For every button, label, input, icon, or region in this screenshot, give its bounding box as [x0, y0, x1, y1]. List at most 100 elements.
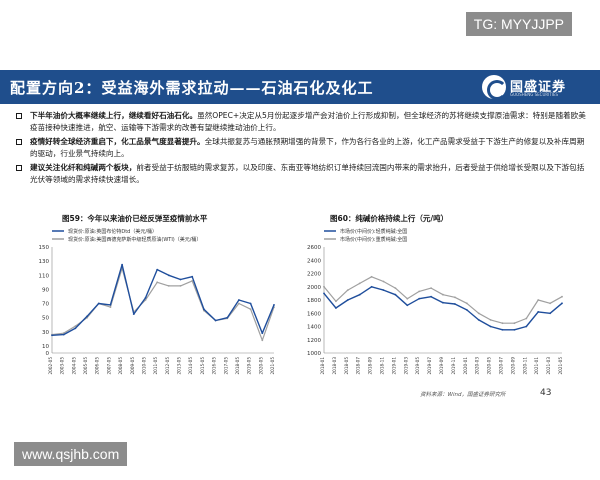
data-point [406, 304, 409, 307]
data-point [261, 339, 264, 342]
x-tick-label: 2012-05 [165, 357, 170, 375]
x-tick-label: 2019-11 [451, 357, 456, 375]
data-point [51, 334, 53, 337]
y-tick-label: 1000 [307, 351, 321, 357]
logo-icon [482, 75, 507, 100]
x-tick-label: 2009-05 [130, 357, 135, 375]
series-line [51, 264, 275, 336]
data-point [323, 285, 325, 288]
y-tick-label: 70 [42, 302, 49, 308]
x-tick-label: 2005-05 [83, 357, 88, 375]
x-tick-label: 2019-05 [415, 357, 420, 375]
y-tick-label: 2600 [307, 245, 321, 251]
data-point [394, 287, 397, 289]
y-tick-label: 1800 [307, 298, 321, 304]
bullet-heading: 建议关注化纤和纯碱两个板块， [30, 163, 137, 172]
data-point [513, 328, 516, 331]
x-tick-label: 2019-09 [439, 357, 444, 375]
data-point [74, 325, 77, 327]
data-point [167, 285, 170, 287]
y-tick-label: 50 [42, 316, 49, 322]
x-tick-label: 2019-03 [403, 357, 408, 375]
data-point [370, 285, 373, 288]
x-tick-label: 2006-05 [95, 357, 100, 375]
y-tick-label: 0 [46, 351, 50, 357]
x-tick-label: 2013-05 [177, 357, 182, 375]
watermark-url: www.qsjhb.com [14, 442, 128, 466]
y-tick-label: 10 [42, 344, 49, 350]
bullet-item: 下半年油价大概率继续上行，继续看好石油石化。虽然OPEC+决定从5月份起逐步增产… [16, 110, 586, 134]
x-tick-label: 2007-05 [106, 357, 111, 375]
data-point [249, 308, 252, 311]
bullet-item: 建议关注化纤和纯碱两个板块，前者受益于纺服链的需求复苏，以及印度、东南亚等地纺织… [16, 162, 586, 186]
data-point [346, 299, 349, 301]
x-tick-label: 2018-03 [332, 357, 337, 375]
data-point [513, 322, 516, 325]
data-point [454, 296, 456, 299]
x-tick-label: 2018-07 [356, 357, 361, 375]
x-tick-label: 2021-05 [558, 357, 563, 375]
y-tick-label: 130 [39, 259, 50, 265]
legend-label: 市场价(中间价):轻质纯碱:全国 [340, 228, 407, 235]
page-title: 配置方向2：受益海外需求拉动——石油石化及化工 [10, 79, 374, 97]
x-tick-label: 2018-05 [235, 357, 240, 375]
data-point [335, 307, 337, 309]
data-point [465, 302, 468, 305]
x-tick-label: 2002-05 [48, 357, 53, 375]
x-tick-label: 2021-01 [534, 357, 539, 375]
x-tick-label: 2015-05 [200, 357, 205, 375]
data-point [156, 268, 159, 271]
x-tick-label: 2011-05 [153, 357, 158, 375]
x-tick-label: 2014-05 [188, 357, 193, 375]
y-tick-label: 1400 [307, 325, 321, 331]
x-tick-label: 2018-11 [380, 357, 385, 375]
x-tick-label: 2020-05 [258, 357, 263, 375]
data-point [537, 311, 540, 313]
x-tick-label: 2003-05 [60, 357, 65, 375]
data-point [132, 313, 135, 315]
x-tick-label: 2020-01 [463, 357, 468, 375]
chart-left-title: 图59：今年以来油价已经反弹至疫情前水平 [62, 214, 208, 223]
data-point [501, 322, 504, 325]
data-point [97, 302, 100, 305]
bullet-list: 下半年油价大概率继续上行，继续看好石油石化。虽然OPEC+决定从5月份起逐步增产… [16, 110, 586, 188]
data-point [261, 332, 264, 335]
x-tick-label: 2021-05 [270, 357, 275, 375]
data-point [273, 304, 275, 306]
data-point [430, 287, 432, 289]
x-tick-label: 2019-05 [247, 357, 252, 375]
data-point [370, 275, 373, 278]
data-point [121, 263, 123, 266]
data-point [109, 304, 112, 306]
x-tick-label: 2020-11 [522, 357, 527, 375]
x-tick-label: 2004-05 [71, 357, 76, 375]
x-tick-label: 2018-05 [344, 357, 349, 375]
data-point [537, 299, 540, 301]
data-point [465, 309, 468, 311]
y-tick-label: 30 [42, 330, 49, 336]
data-point [501, 328, 504, 331]
data-point [179, 278, 182, 281]
data-point [74, 327, 77, 330]
data-point [226, 316, 229, 319]
data-point [418, 297, 421, 300]
data-point [109, 306, 112, 308]
data-point [214, 319, 217, 322]
data-point [561, 302, 563, 305]
data-point [477, 312, 480, 315]
x-tick-label: 2021-03 [546, 357, 551, 375]
section-banner: 配置方向2：受益海外需求拉动——石油石化及化工 国盛证券 GUOSHENG SE… [0, 70, 600, 104]
data-point [394, 293, 397, 296]
square-bullet-icon [16, 139, 22, 145]
y-tick-label: 110 [39, 273, 50, 279]
series-line [323, 286, 563, 331]
data-point [62, 333, 65, 336]
data-point [358, 282, 361, 285]
data-point [454, 303, 456, 305]
logo-subtext: GUOSHENG SECURITIES [510, 92, 559, 97]
data-point [561, 295, 563, 298]
data-point [191, 275, 194, 278]
y-tick-label: 1200 [307, 338, 321, 344]
data-point [167, 274, 170, 277]
